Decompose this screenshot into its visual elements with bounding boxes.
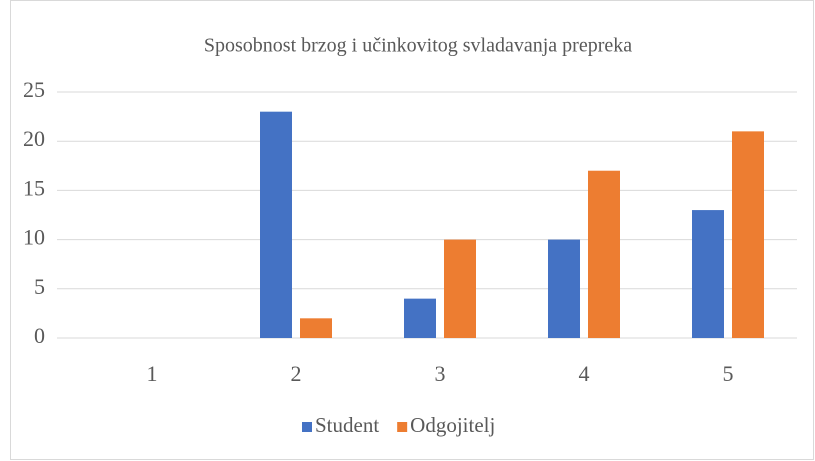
- legend-swatch: [302, 422, 312, 432]
- x-tick-label: 5: [723, 361, 734, 386]
- legend-swatch: [397, 422, 408, 432]
- chart-frame: [10, 0, 814, 460]
- y-tick-label: 15: [23, 175, 45, 200]
- bar: [692, 210, 724, 338]
- bar: [732, 131, 764, 338]
- bar: [404, 298, 436, 338]
- legend-label: Student: [315, 413, 379, 437]
- x-tick-label: 3: [435, 361, 446, 386]
- chart-title: Sposobnost brzog i učinkovitog svladavan…: [204, 35, 632, 57]
- y-tick-label: 25: [23, 77, 45, 102]
- y-tick-label: 0: [34, 323, 45, 348]
- bar: [260, 111, 292, 339]
- y-tick-label: 5: [34, 274, 45, 299]
- bar: [444, 239, 476, 338]
- y-tick-label: 10: [23, 225, 45, 250]
- x-tick-label: 1: [147, 361, 158, 386]
- legend-label: Odgojitelj: [410, 413, 495, 437]
- bar: [588, 170, 620, 338]
- y-tick-label: 20: [23, 126, 45, 151]
- x-tick-label: 4: [579, 361, 590, 386]
- bar: [300, 318, 332, 338]
- bar: [548, 239, 580, 338]
- x-tick-label: 2: [291, 361, 302, 386]
